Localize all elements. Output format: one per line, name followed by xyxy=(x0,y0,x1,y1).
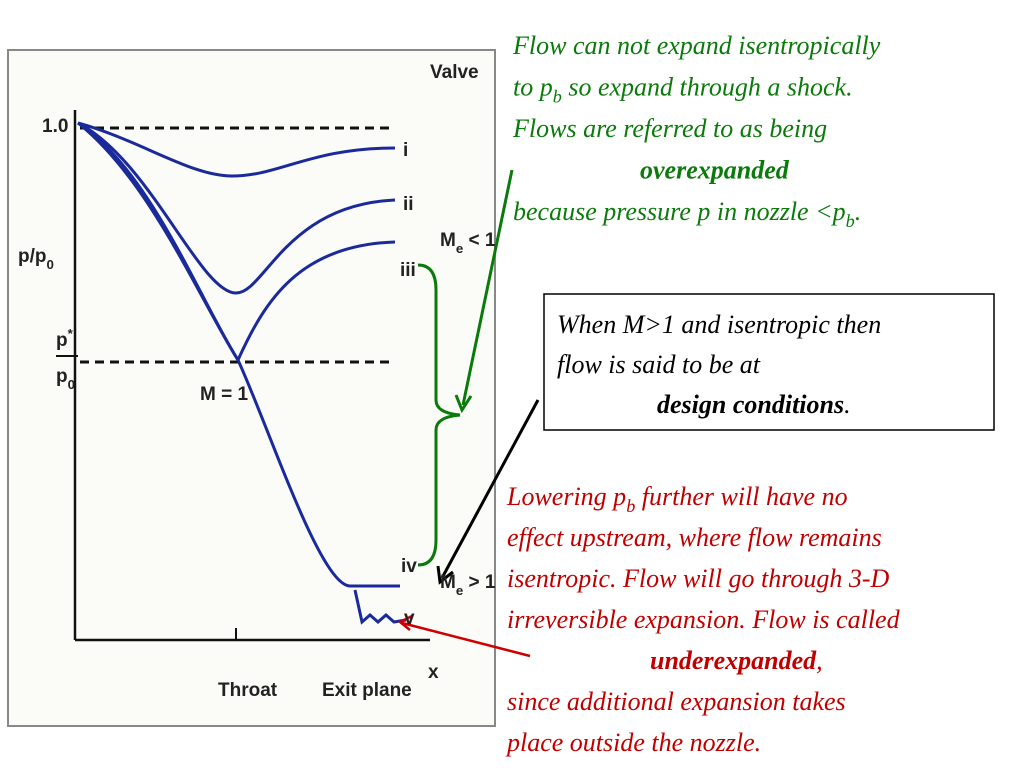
text-line: ii xyxy=(403,194,414,215)
text-run: When M>1 and isentropic then xyxy=(557,310,881,339)
bracket xyxy=(417,169,514,567)
text-line: M = 1 xyxy=(200,384,248,405)
text-run: irreversible expansion. Flow is called xyxy=(507,605,901,634)
text-line: to pb so expand through a shock. xyxy=(513,73,853,107)
superscript: * xyxy=(68,326,74,341)
text-line: v xyxy=(404,608,415,629)
text-run: x xyxy=(428,662,439,683)
note-box xyxy=(543,293,995,431)
text-run: p/p xyxy=(18,246,47,267)
text-line: Lowering pb further will have no xyxy=(506,482,848,516)
text-run: isentropic. Flow will go through 3-D xyxy=(507,564,890,593)
arrow xyxy=(440,399,540,579)
curve xyxy=(77,121,400,588)
text-line: isentropic. Flow will go through 3-D xyxy=(507,564,890,593)
text-line: place outside the nozzle. xyxy=(505,728,761,757)
text-run: place outside the nozzle. xyxy=(505,728,761,757)
subscript: b xyxy=(626,496,635,516)
text-line: p* xyxy=(56,326,74,351)
arrowhead xyxy=(436,565,454,585)
text-run: Flow can not expand isentropically xyxy=(512,31,881,60)
text-line: p0 xyxy=(56,366,75,392)
text-line: Exit plane xyxy=(322,680,412,701)
text-line: x xyxy=(428,662,439,683)
text-run: M xyxy=(440,230,456,251)
curves xyxy=(77,121,407,625)
text-line: 1.0 xyxy=(42,116,68,137)
text-line: iii xyxy=(400,260,416,281)
text-line: Throat xyxy=(218,680,278,701)
text-line: design conditions. xyxy=(657,390,851,419)
text-line: effect upstream, where flow remains xyxy=(507,523,882,552)
bold-text: design conditions xyxy=(657,390,844,419)
subscript: e xyxy=(456,241,463,256)
text-run: ii xyxy=(403,194,414,215)
text-run: because pressure p in nozzle <p xyxy=(513,197,846,226)
subscript: b xyxy=(846,211,855,231)
text-line: Flows are referred to as being xyxy=(512,114,827,143)
text-line: When M>1 and isentropic then xyxy=(557,310,881,339)
text-line: Me > 1 xyxy=(440,572,496,598)
text-run: > 1 xyxy=(463,572,496,593)
text-run: Valve xyxy=(430,62,479,83)
bold-text: underexpanded xyxy=(650,646,817,675)
text-run: iii xyxy=(400,260,416,281)
text-run: p xyxy=(56,366,68,387)
text-line: Me < 1 xyxy=(440,230,496,256)
text-run: . xyxy=(855,197,862,226)
text-run: i xyxy=(403,140,408,161)
text-run: so expand through a shock. xyxy=(562,73,853,102)
text-line: i xyxy=(403,140,408,161)
curve xyxy=(77,121,396,295)
text-run: 1.0 xyxy=(42,116,68,137)
bold-text: overexpanded xyxy=(640,156,790,185)
text-run: , xyxy=(816,646,823,675)
text-run: iv xyxy=(401,556,417,577)
subscript: 0 xyxy=(47,257,54,272)
text-run: < 1 xyxy=(463,230,496,251)
text-line: p/p0 xyxy=(18,246,54,272)
text-run: further will have no xyxy=(635,482,847,511)
figure xyxy=(7,49,540,727)
arrow xyxy=(461,169,514,406)
subscript: b xyxy=(553,87,562,107)
text-run: M = 1 xyxy=(200,384,248,405)
text-run: since additional expansion takes xyxy=(507,687,846,716)
subscript: 0 xyxy=(68,377,75,392)
text-run: p xyxy=(56,330,68,351)
text-line: iv xyxy=(401,556,417,577)
text-run: Throat xyxy=(218,680,278,701)
text-line: irreversible expansion. Flow is called xyxy=(507,605,901,634)
arrowhead xyxy=(397,614,413,631)
text-run: to p xyxy=(513,73,553,102)
text-line: underexpanded, xyxy=(650,646,823,675)
text-run: Lowering p xyxy=(506,482,626,511)
text-line: because pressure p in nozzle <pb. xyxy=(513,197,861,231)
curve xyxy=(77,121,396,178)
subscript: e xyxy=(456,583,463,598)
text-run: v xyxy=(404,608,415,629)
text-line: overexpanded xyxy=(640,156,790,185)
text-line: Flow can not expand isentropically xyxy=(512,31,881,60)
arrow xyxy=(401,621,531,658)
brace xyxy=(417,263,461,567)
text-line: since additional expansion takes xyxy=(507,687,846,716)
text-line: flow is said to be at xyxy=(557,350,761,379)
text-run: . xyxy=(844,390,851,419)
text-run: Exit plane xyxy=(322,680,412,701)
text-run: M xyxy=(440,572,456,593)
text-run: Flows are referred to as being xyxy=(512,114,827,143)
arrowhead xyxy=(454,394,473,414)
curve xyxy=(353,589,407,625)
text-line: Valve xyxy=(430,62,479,83)
text-run: flow is said to be at xyxy=(557,350,761,379)
text-run: effect upstream, where flow remains xyxy=(507,523,882,552)
